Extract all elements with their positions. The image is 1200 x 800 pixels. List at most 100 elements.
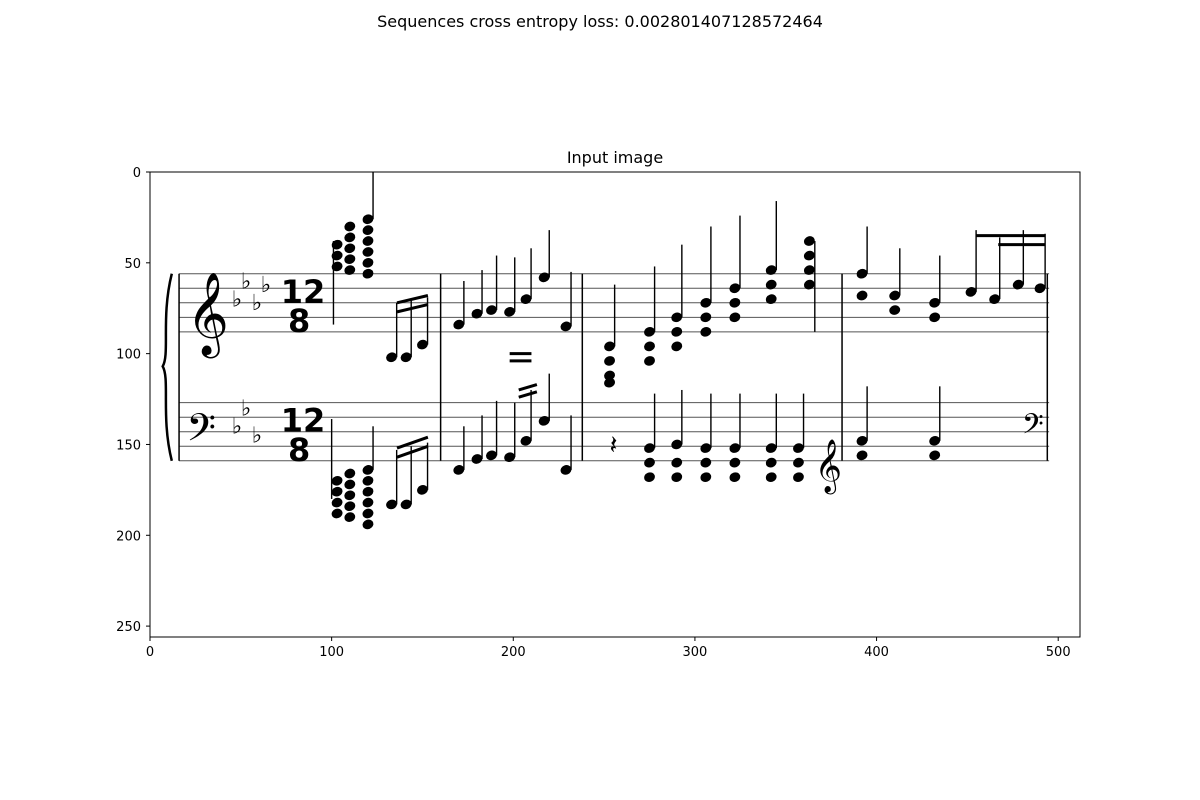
note-head	[453, 465, 465, 475]
note-head	[400, 352, 412, 363]
flat-sign: ♭	[241, 269, 251, 294]
figure-suptitle: Sequences cross entropy loss: 0.00280140…	[377, 12, 823, 31]
note-head	[765, 265, 777, 275]
note-head	[803, 279, 815, 290]
beam	[396, 294, 429, 305]
note-head	[486, 305, 497, 315]
note-head	[331, 250, 343, 261]
x-tick-label: 100	[319, 645, 344, 660]
note-head	[889, 290, 901, 301]
note-head	[929, 297, 941, 308]
note-head	[331, 239, 343, 250]
y-axis: 0 50 100 150 200 250	[116, 166, 150, 635]
note-head	[1012, 279, 1024, 290]
note-head	[929, 312, 941, 323]
note-head	[400, 499, 412, 510]
note-head	[1034, 283, 1046, 294]
y-tick-label: 50	[124, 257, 141, 272]
note-head	[362, 508, 374, 519]
beam	[396, 444, 429, 459]
note-head	[560, 321, 572, 332]
note-head	[729, 312, 741, 323]
note-head	[362, 519, 374, 530]
note-head	[929, 450, 941, 461]
note-head	[362, 247, 374, 257]
note-head	[344, 254, 356, 265]
y-tick-label: 150	[116, 438, 141, 453]
note-head	[671, 341, 683, 352]
note-head	[331, 486, 343, 497]
note-head	[604, 370, 615, 381]
note-head	[362, 268, 374, 279]
note-head	[362, 497, 374, 508]
time-signature-denominator: 8	[288, 302, 310, 340]
time-signature-denominator: 8	[288, 431, 310, 469]
note-head	[604, 377, 615, 388]
note-head	[644, 341, 655, 352]
x-tick-label: 200	[501, 645, 526, 660]
note-head	[700, 472, 712, 482]
note-head	[520, 436, 532, 446]
note-head	[729, 297, 741, 308]
note-head	[671, 327, 683, 337]
beam	[396, 303, 429, 314]
note-head	[765, 279, 777, 290]
note-head	[362, 475, 374, 486]
y-tick-label: 200	[116, 529, 141, 544]
flat-sign: ♭	[232, 287, 242, 312]
note-head	[671, 439, 683, 450]
x-tick-label: 300	[683, 645, 708, 660]
note-head	[362, 486, 374, 497]
x-axis: 0 100 200 300 400 500	[146, 637, 1071, 660]
note-head	[729, 443, 741, 453]
note-head	[453, 319, 465, 330]
note-head	[386, 352, 398, 363]
note-head	[671, 312, 683, 323]
note-head	[362, 465, 374, 475]
note-head	[765, 457, 777, 468]
note-head	[331, 475, 343, 486]
note-head	[362, 257, 374, 268]
x-tick-label: 0	[146, 645, 154, 660]
note-head	[331, 497, 343, 508]
note-head	[793, 457, 804, 468]
note-head	[700, 312, 712, 323]
note-head	[604, 356, 615, 366]
note-head	[644, 457, 655, 468]
beam	[518, 390, 538, 399]
bass-clef: 𝄢	[186, 405, 216, 459]
note-head	[889, 305, 901, 315]
axes-frame	[149, 171, 1081, 638]
note-head	[700, 443, 712, 453]
note-head	[344, 221, 356, 232]
note-head	[856, 450, 868, 461]
note-head	[644, 443, 655, 453]
note-head	[700, 297, 712, 308]
flat-sign: ♭	[252, 424, 262, 449]
note-head	[344, 512, 356, 522]
note-head	[362, 214, 374, 225]
note-head	[560, 465, 572, 475]
note-head	[331, 508, 343, 519]
note-head	[765, 294, 777, 304]
note-head	[671, 457, 683, 468]
flat-sign: ♭	[252, 291, 262, 316]
note-head	[793, 472, 804, 482]
beam	[396, 435, 429, 450]
note-head	[471, 454, 483, 464]
time-signature-numerator: 12	[281, 273, 326, 311]
note-head	[671, 472, 683, 482]
note-head	[929, 436, 941, 446]
note-head	[729, 472, 741, 482]
treble-clef: 𝄞	[186, 270, 229, 358]
beam	[518, 383, 538, 392]
note-head	[520, 294, 532, 304]
note-head	[965, 287, 977, 297]
note-head	[331, 261, 343, 272]
note-head	[471, 308, 483, 319]
flat-sign: ♭	[241, 396, 251, 421]
note-head	[803, 236, 815, 246]
axes-title: Input image	[567, 148, 663, 167]
